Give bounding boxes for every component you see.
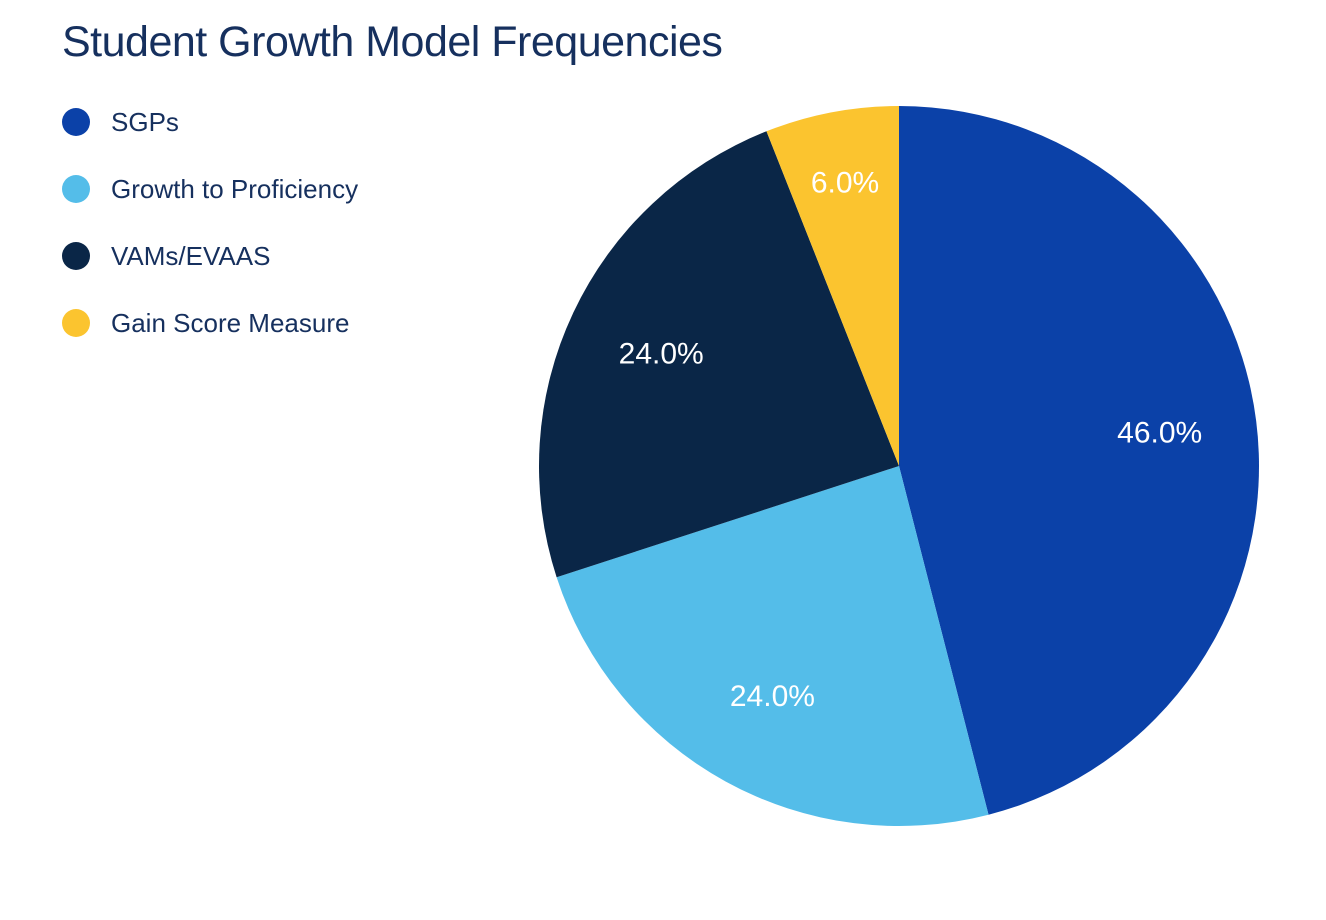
pie-slice-growth-to-proficiency [556,466,989,827]
pie-svg: 46.0% 24.0% 24.0% 6.0% [538,106,1260,827]
legend-item: Gain Score Measure [62,303,358,343]
legend: SGPs Growth to Proficiency VAMs/EVAAS Gain … [62,102,358,343]
pie-slice-vams-evaas [538,131,899,578]
slice-label: 24.0% [619,338,704,371]
slice-label: 24.0% [730,680,815,713]
legend-swatch-dot [62,108,90,136]
slice-label: 46.0% [1117,417,1202,450]
chart-title: Student Growth Model Frequencies [62,18,723,66]
legend-item: VAMs/EVAAS [62,236,358,276]
legend-item-label: SGPs [111,106,179,137]
slice-label: 6.0% [811,167,879,200]
pie-slice-gain-score-measure [766,106,899,466]
legend-swatch-dot [62,175,90,203]
legend-item: Growth to Proficiency [62,169,358,209]
pie-chart: 46.0% 24.0% 24.0% 6.0% [529,96,1269,836]
legend-swatch-dot [62,242,90,270]
legend-swatch-dot [62,309,90,337]
legend-item: SGPs [62,102,358,142]
legend-item-label: Gain Score Measure [111,307,350,338]
pie-slice-sgps [899,106,1260,815]
legend-item-label: VAMs/EVAAS [111,240,271,271]
legend-item-label: Growth to Proficiency [111,173,359,204]
